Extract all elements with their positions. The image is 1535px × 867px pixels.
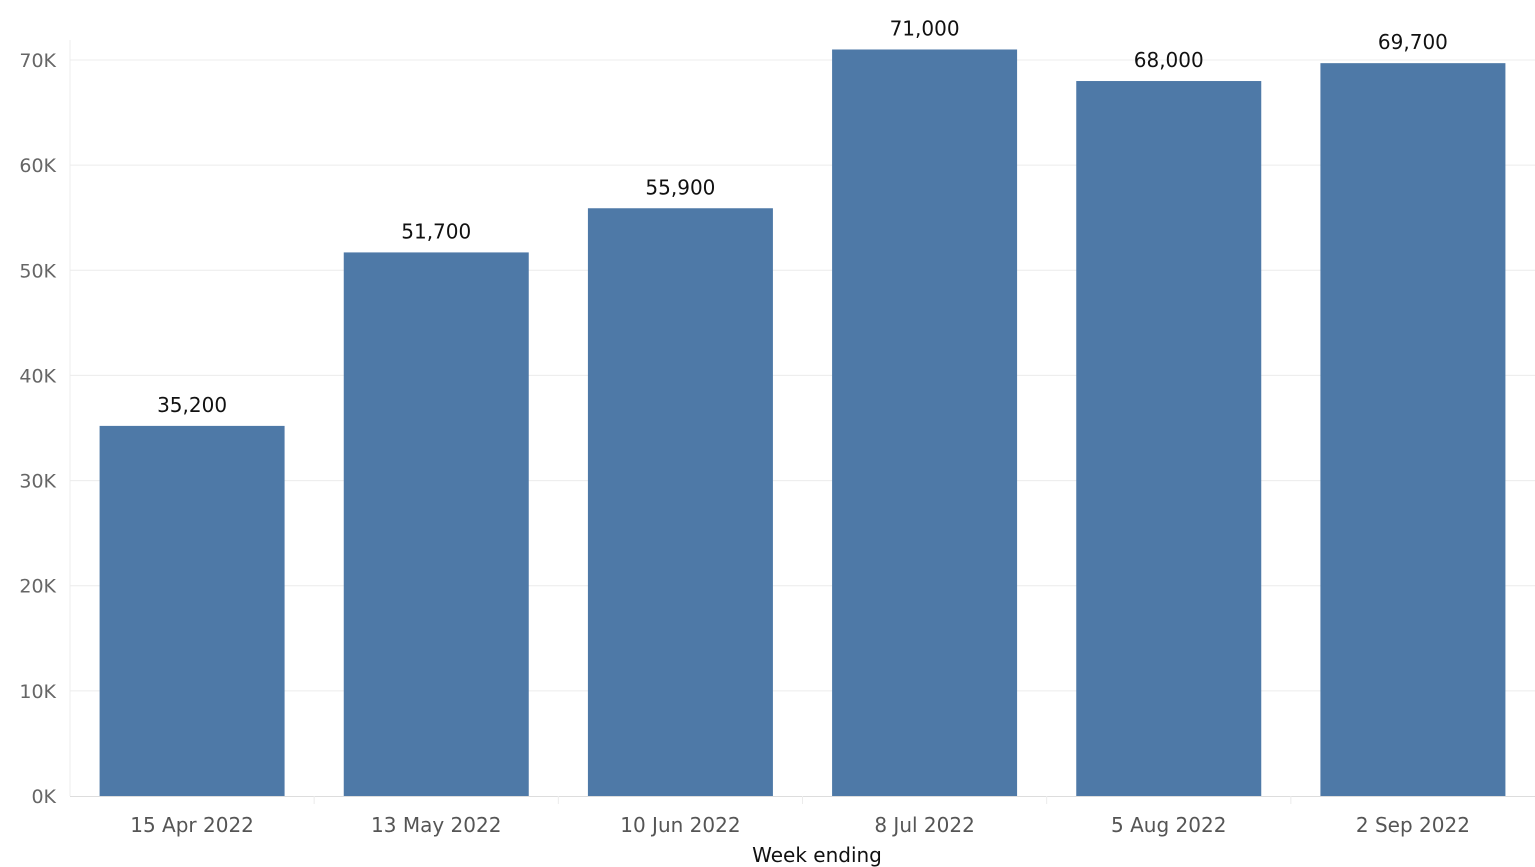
data-label: 68,000 (1134, 48, 1204, 72)
y-tick-label: 10K (19, 681, 56, 703)
bar (832, 49, 1018, 796)
bar (343, 252, 529, 796)
bar (587, 208, 773, 796)
data-label: 35,200 (157, 393, 227, 417)
x-tick-label: 5 Aug 2022 (1111, 813, 1226, 837)
y-tick-label: 20K (19, 576, 56, 598)
data-label: 55,900 (645, 175, 715, 199)
y-tick-label: 60K (19, 155, 56, 177)
x-tick-label: 13 May 2022 (371, 813, 501, 837)
x-axis-ticks: 15 Apr 2022 13 May 2022 10 Jun 2022 8 Jul 2… (130, 796, 1470, 837)
x-axis-label: Week ending (752, 843, 882, 867)
data-label: 71,000 (890, 16, 960, 40)
y-tick-label: 30K (19, 471, 56, 493)
y-tick-label: 0K (31, 786, 56, 808)
data-label: 51,700 (401, 219, 471, 243)
bar (1320, 63, 1506, 796)
bar (1076, 81, 1262, 797)
data-label: 69,700 (1378, 30, 1448, 54)
bar (99, 425, 285, 796)
x-tick-label: 10 Jun 2022 (620, 813, 740, 837)
y-tick-label: 70K (19, 50, 56, 72)
x-tick-label: 15 Apr 2022 (130, 813, 254, 837)
x-tick-label: 8 Jul 2022 (874, 813, 974, 837)
y-tick-label: 40K (19, 365, 56, 387)
gridlines (69, 40, 1535, 797)
bars (99, 49, 1506, 797)
data-labels: 35,200 51,700 55,900 71,000 68,000 69,700 (157, 16, 1448, 416)
x-tick-label: 2 Sep 2022 (1356, 813, 1470, 837)
y-axis-ticks: 0K 10K 20K 30K 40K 50K 60K 70K (19, 50, 56, 808)
y-tick-label: 50K (19, 260, 56, 282)
